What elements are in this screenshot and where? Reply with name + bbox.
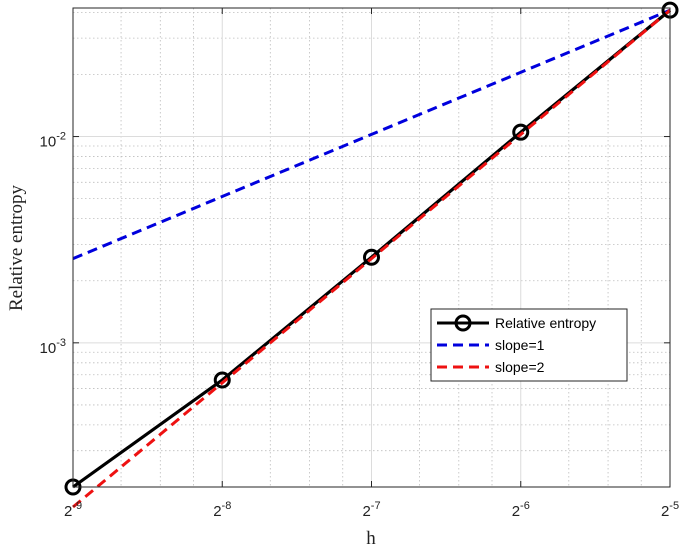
legend-label-0: Relative entropy	[495, 315, 596, 331]
x-tick-label: 2-9	[64, 500, 82, 520]
x-tick-label: 2-7	[362, 500, 380, 520]
x-tick-label: 2-5	[661, 500, 679, 520]
data-point-marker	[213, 371, 231, 389]
data-point-marker	[363, 248, 380, 266]
x-axis-label: h	[366, 528, 376, 549]
series-line-1	[72, 8, 671, 260]
x-tick-label: 2-8	[213, 500, 231, 520]
ticks-layer: 2-9 2-8 2-7 2-6 2-5 10-3 10-2	[40, 8, 679, 520]
legend-marker	[454, 314, 472, 332]
y-tick-label: 10-2	[40, 131, 66, 151]
legend: Relative entropy slope=1 slope=2	[430, 308, 628, 382]
y-tick-label: 10-3	[40, 337, 66, 357]
series-layer	[64, 1, 679, 509]
x-tick-label: 2-6	[512, 500, 530, 520]
legend-box	[430, 308, 628, 382]
y-axis-label: Relative entropy	[6, 184, 27, 311]
data-point-marker	[512, 123, 530, 141]
legend-label-1: slope=1	[495, 337, 545, 353]
series-line-2	[72, 9, 671, 509]
legend-label-2: slope=2	[495, 359, 545, 375]
